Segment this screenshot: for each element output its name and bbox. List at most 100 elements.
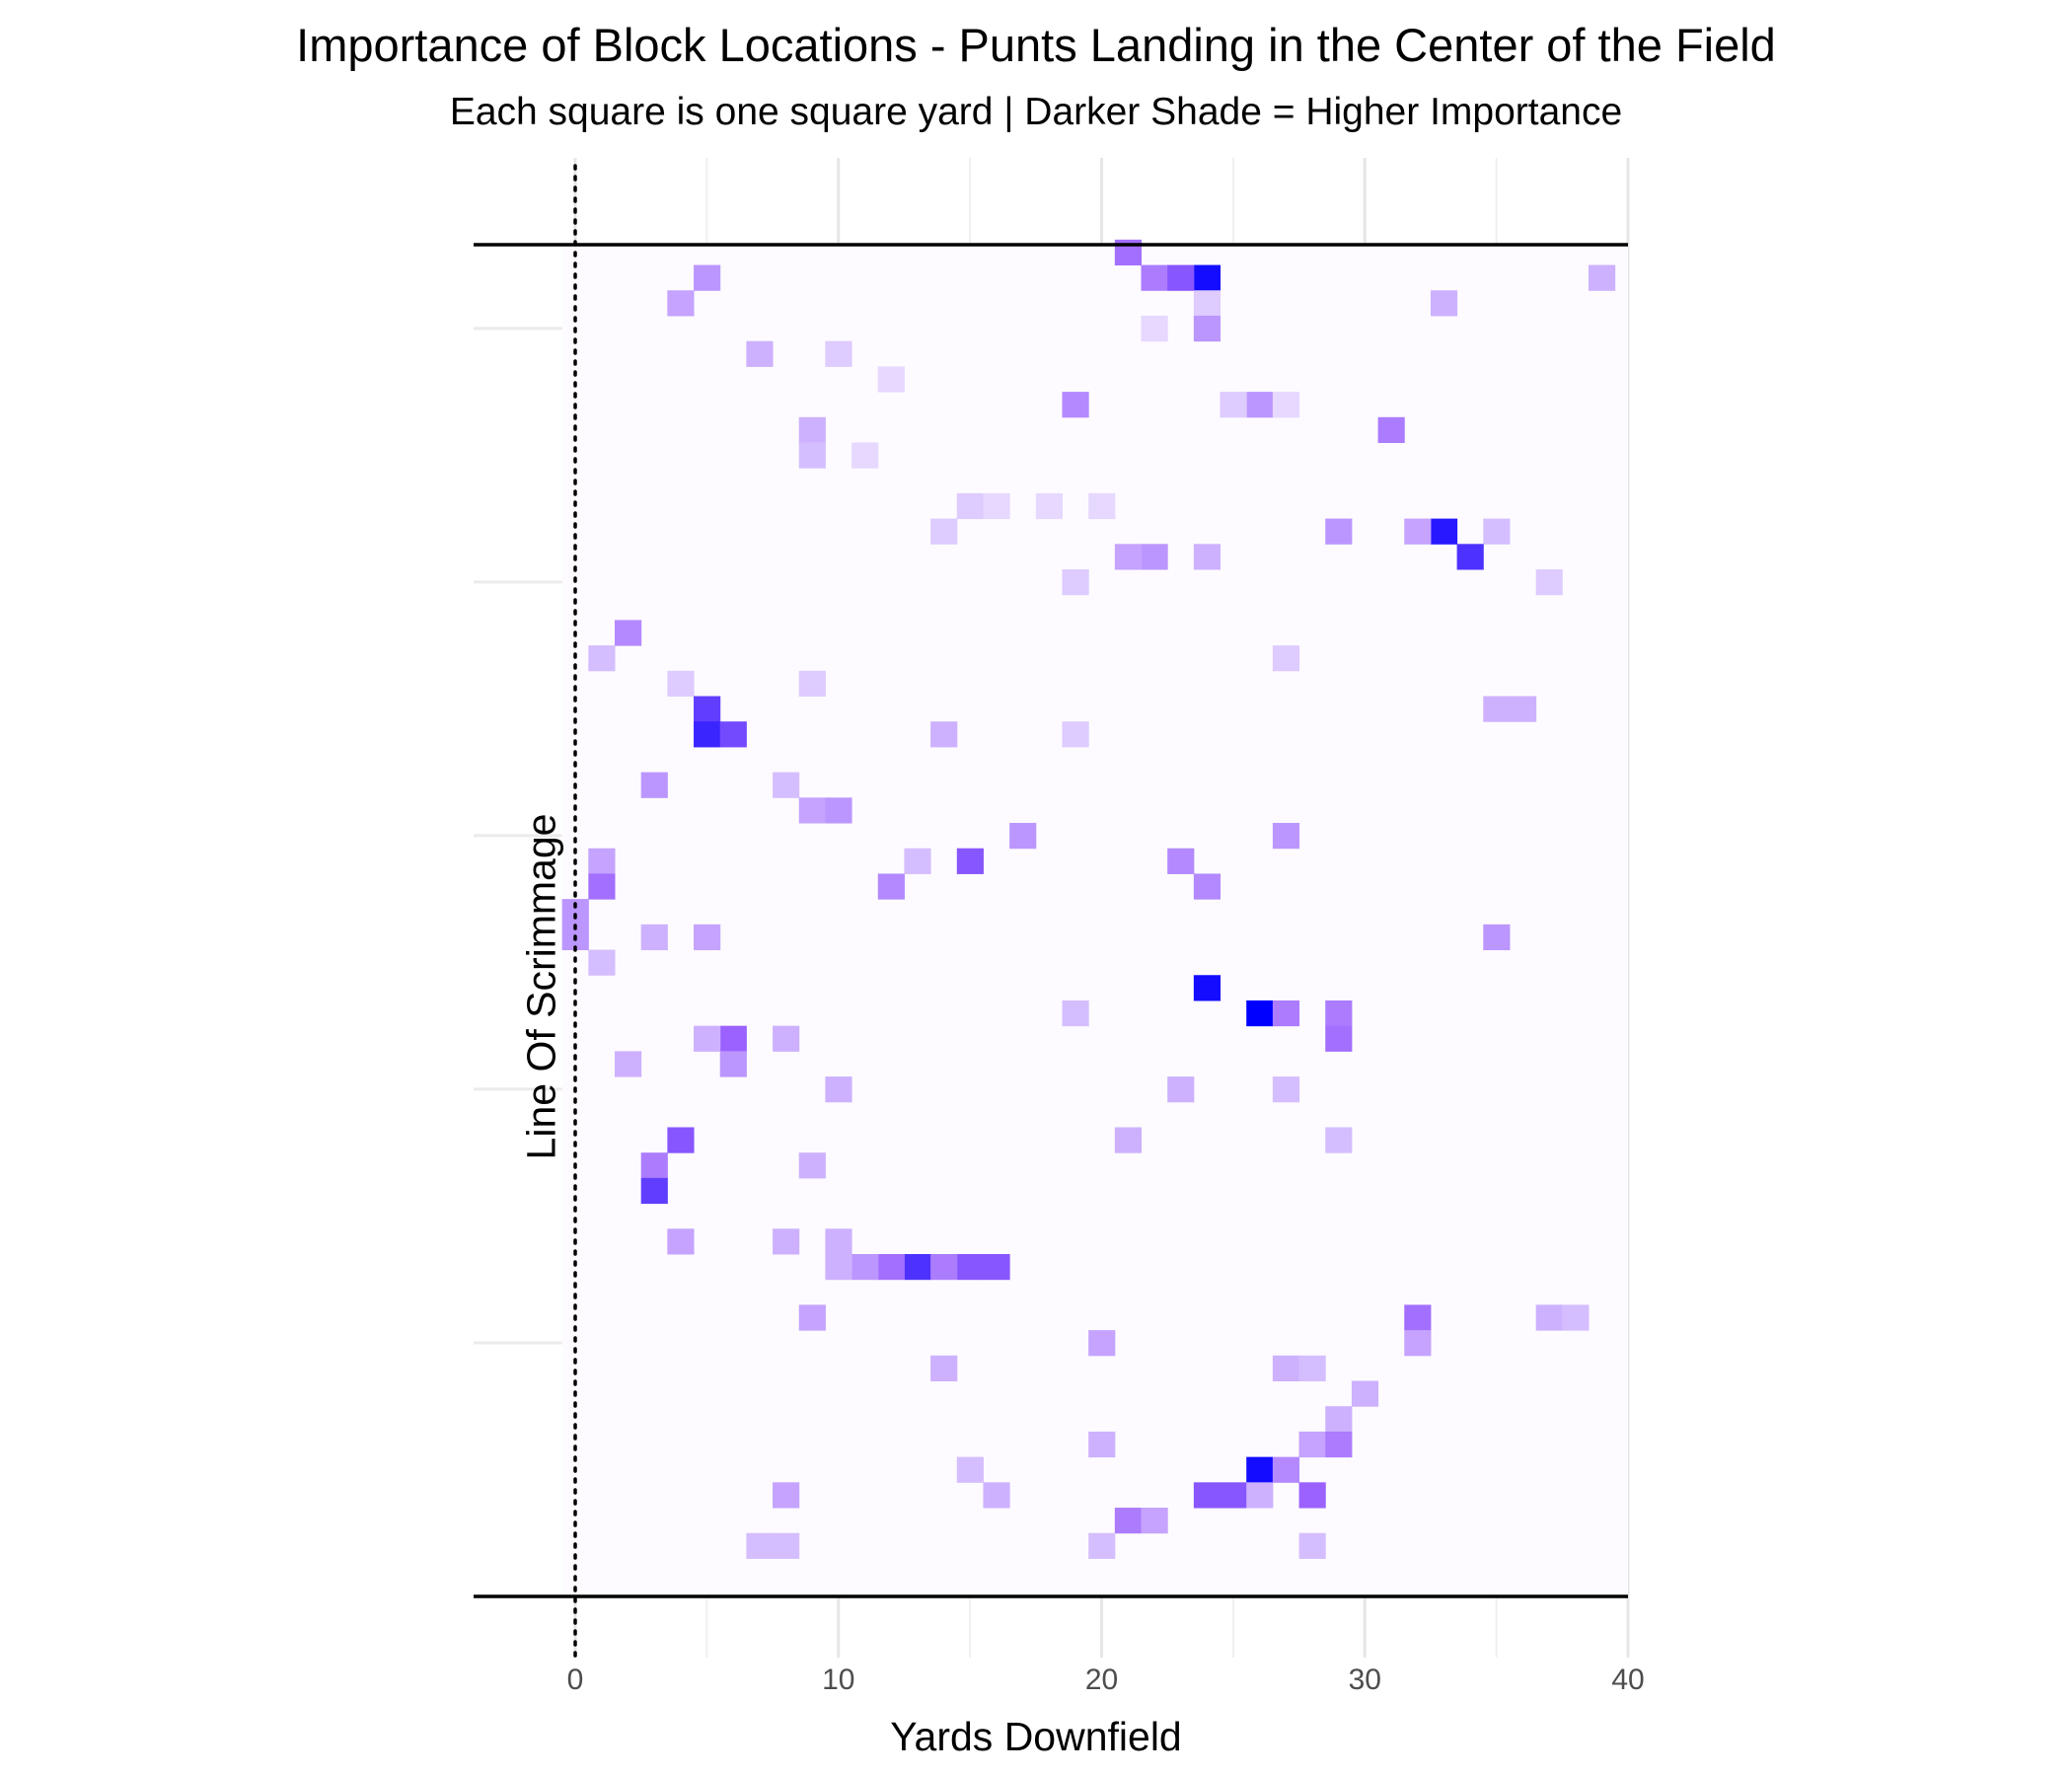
heatmap-cell [1193, 264, 1221, 291]
heatmap-cell [773, 772, 800, 798]
heatmap-cell [1404, 1330, 1432, 1357]
x-tick-label: 10 [822, 1664, 854, 1696]
heatmap-cell [694, 1025, 721, 1052]
x-tick-label: 40 [1611, 1664, 1644, 1696]
heatmap-cell [746, 1532, 774, 1559]
heatmap-cell [694, 264, 721, 291]
heatmap-cell [773, 1228, 800, 1255]
chart-title: Importance of Block Locations - Punts La… [296, 19, 1776, 71]
heatmap-cell [1272, 1355, 1300, 1382]
heatmap-cell [798, 416, 826, 443]
heatmap-cell [1272, 1456, 1300, 1483]
heatmap-cell [640, 1152, 668, 1179]
heatmap-cell [1483, 924, 1511, 951]
x-tick-label: 30 [1349, 1664, 1381, 1696]
heatmap-cell [1062, 999, 1089, 1027]
heatmap-cell [825, 340, 852, 367]
heatmap-cell [640, 772, 668, 798]
heatmap-cell [1325, 1025, 1353, 1052]
heatmap-cell [1325, 1431, 1353, 1458]
heatmap-cell [694, 924, 721, 951]
heatmap-cell [773, 1025, 800, 1052]
chart-subtitle: Each square is one square yard | Darker … [449, 91, 1623, 133]
heatmap-cell [1246, 1456, 1274, 1483]
heatmap-cell [1325, 1127, 1353, 1153]
heatmap-cell [667, 290, 695, 317]
heatmap-cell [1246, 1482, 1274, 1509]
y-axis-label: Line Of Scrimmage [518, 813, 564, 1160]
x-axis-ticks: 0 10 20 30 40 [567, 1664, 1645, 1696]
heatmap-cell [798, 670, 826, 698]
heatmap-cell [1035, 492, 1063, 520]
heatmap-cell [746, 340, 774, 367]
heatmap-cell [930, 721, 958, 748]
heatmap-cell [798, 1304, 826, 1331]
heatmap-cell [719, 1025, 747, 1052]
heatmap-cell [694, 696, 721, 722]
heatmap-cell [1141, 1508, 1168, 1534]
heatmap-cell [1298, 1431, 1326, 1458]
heatmap-cell [719, 1051, 747, 1077]
heatmap-cell [588, 645, 616, 672]
heatmap-cell [615, 1051, 642, 1077]
heatmap-cell [851, 442, 879, 469]
heatmap-cell [1272, 392, 1300, 418]
heatmap-cell [1272, 645, 1300, 672]
heatmap-cell [1562, 1304, 1590, 1331]
heatmap-cell [1430, 518, 1458, 545]
heatmap-cell [1062, 569, 1089, 596]
heatmap-cell [798, 442, 826, 469]
heatmap-cell [825, 797, 852, 824]
heatmap-cell [1114, 1127, 1143, 1153]
heatmap-cell [1535, 1304, 1563, 1331]
heatmap-cell [1298, 1482, 1326, 1509]
heatmap-cell [1141, 264, 1168, 291]
heatmap-cell [1009, 823, 1037, 850]
heatmap-cell [773, 1482, 800, 1509]
heatmap-cell [798, 797, 826, 824]
heatmap-cell [1483, 518, 1511, 545]
heatmap-cell [877, 1254, 905, 1281]
heatmap-cell [1220, 1482, 1247, 1509]
heatmap-cell [825, 1254, 852, 1281]
heatmap-cell [588, 848, 616, 874]
heatmap-cell [956, 492, 984, 520]
heatmap-cell [1430, 290, 1458, 317]
heatmap-cell [1193, 1482, 1221, 1509]
heatmap-cell [1509, 696, 1537, 722]
heatmap-cell [1088, 1532, 1116, 1559]
heatmap-cell [851, 1254, 879, 1281]
heatmap-cell [1193, 975, 1221, 1001]
heatmap-cell [904, 1254, 931, 1281]
heatmap-cell [1062, 721, 1089, 748]
heatmap-cell [1193, 544, 1221, 570]
heatmap-cell [1325, 999, 1353, 1027]
heatmap-cell [1220, 392, 1247, 418]
heatmap-cell [1483, 696, 1511, 722]
heatmap-cell [1246, 999, 1274, 1027]
x-tick-label: 0 [567, 1664, 584, 1696]
heatmap-cell [1377, 416, 1405, 443]
heatmap-cell [1298, 1355, 1326, 1382]
heatmap-cell [1456, 544, 1484, 570]
heatmap-cell [588, 873, 616, 900]
x-tick-label: 20 [1085, 1664, 1118, 1696]
heatmap-cell [1193, 290, 1221, 317]
heatmap-cell [1141, 315, 1168, 342]
heatmap-cell [877, 873, 905, 900]
heatmap-cell [1246, 392, 1274, 418]
heatmap-cell [983, 1482, 1010, 1509]
heatmap-cell [1272, 999, 1300, 1027]
heatmap-cell [1088, 1431, 1116, 1458]
heatmap-cell [956, 1456, 984, 1483]
heatmap-cell [719, 721, 747, 748]
heatmap-cell [773, 1532, 800, 1559]
heatmap-cell [667, 670, 695, 698]
heatmap-cell [1404, 1304, 1432, 1331]
heatmap-cell [667, 1228, 695, 1255]
field-background [561, 245, 1628, 1596]
heatmap-cell [1588, 264, 1616, 291]
heatmap-cell [1272, 1076, 1300, 1103]
heatmap-cell [1167, 264, 1195, 291]
